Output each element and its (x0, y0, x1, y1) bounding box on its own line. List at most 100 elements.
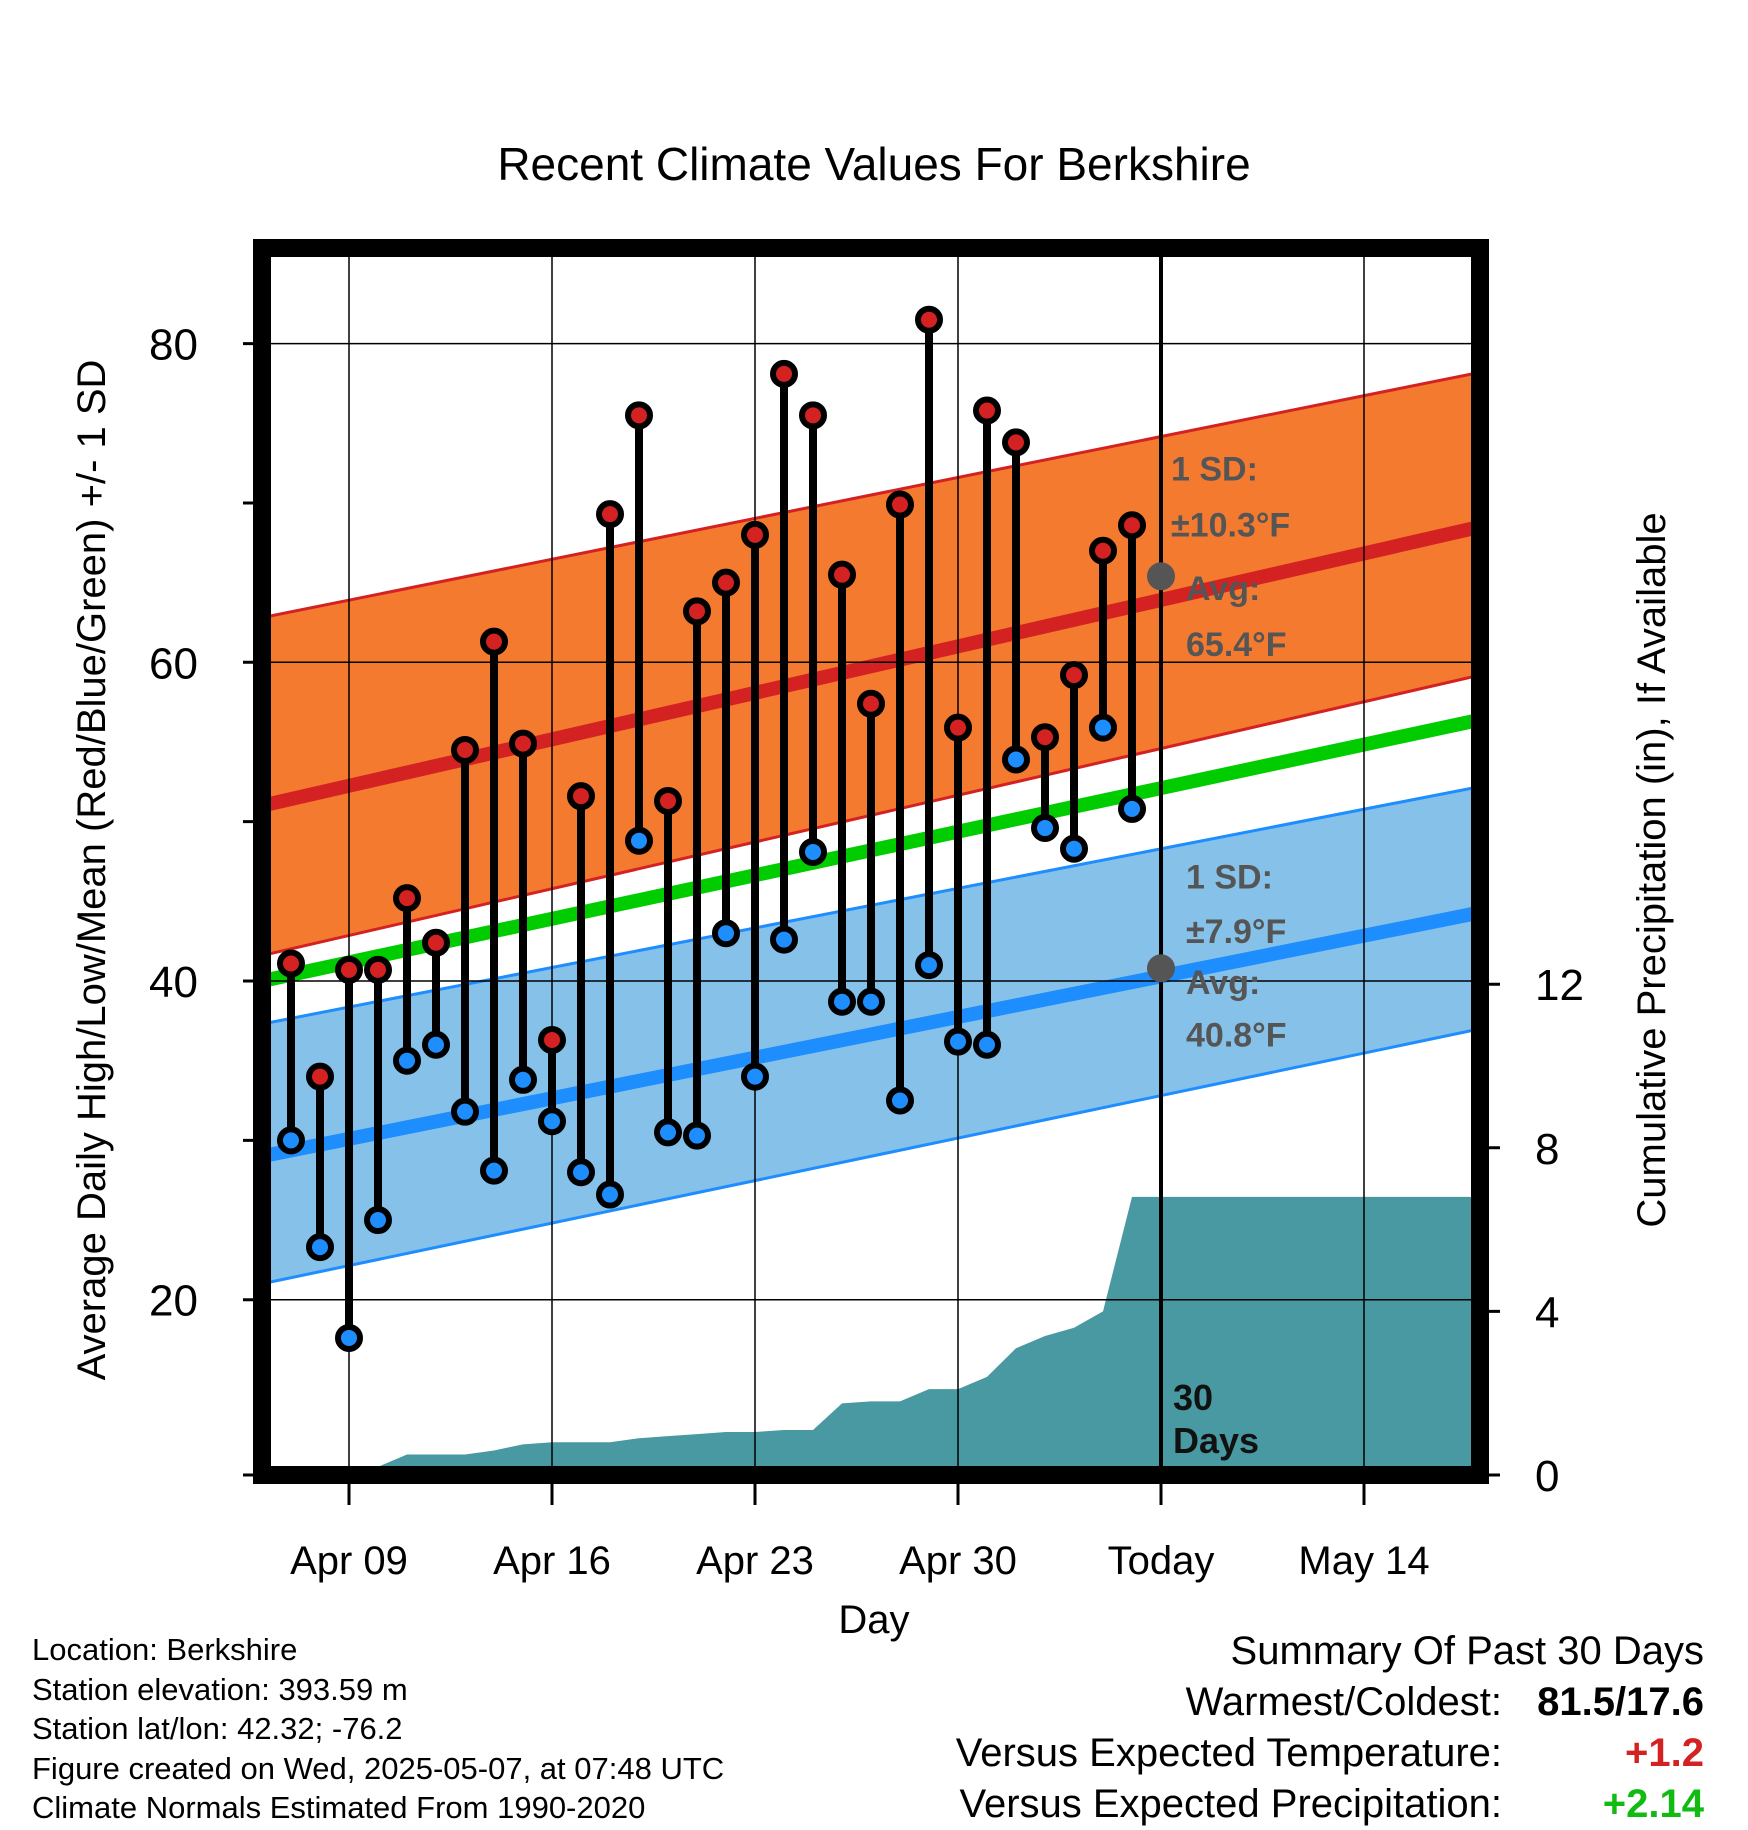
low-marker (364, 1206, 392, 1235)
high-marker (306, 1062, 334, 1091)
low-marker (1002, 745, 1030, 774)
normals-text: Climate Normals Estimated From 1990-2020 (32, 1790, 646, 1825)
high-marker (422, 928, 450, 957)
low-avg-point (1147, 954, 1175, 983)
high-marker (625, 401, 653, 430)
x-tick-label: Apr 16 (493, 1539, 611, 1583)
high-marker (886, 490, 914, 519)
high-marker (393, 884, 421, 913)
high-sd-label: 1 SD: (1171, 451, 1258, 489)
y-tick-label: 80 (149, 321, 198, 370)
high-marker (799, 401, 827, 430)
low-marker (683, 1121, 711, 1150)
low-marker (1118, 794, 1146, 823)
low-marker (596, 1180, 624, 1209)
precip-anomaly-value: +2.14 (1602, 1782, 1704, 1826)
high-marker (828, 560, 856, 589)
low-marker (567, 1158, 595, 1187)
low-marker (828, 987, 856, 1016)
high-marker (770, 359, 798, 388)
x-tick-label: May 14 (1298, 1539, 1429, 1583)
low-marker (915, 951, 943, 980)
low-marker (654, 1118, 682, 1147)
low-marker (1060, 834, 1088, 863)
high-marker (944, 713, 972, 742)
high-sd-band-upper-edge (262, 370, 1480, 620)
high-marker (451, 735, 479, 764)
x-tick-label: Apr 09 (290, 1539, 408, 1583)
warm-cold-label: Warmest/Coldest: (1185, 1680, 1502, 1724)
summary-precip-row: Versus Expected Precipitation: +2.14 (956, 1779, 1704, 1830)
plot-frame (253, 239, 1489, 1484)
low-marker (770, 925, 798, 954)
high-avg-label: Avg: (1186, 570, 1260, 608)
period-count-label: 30 (1173, 1377, 1213, 1418)
x-tick-label: Today (1108, 1539, 1215, 1583)
high-marker (509, 729, 537, 758)
plot-area: 1 SD: ±10.3°F Avg: 65.4°F 1 SD: ±7.9°F Avg: 40.… (149, 239, 1584, 1583)
latlon-text: Station lat/lon: 42.32; -76.2 (32, 1711, 403, 1746)
summary-heading: Summary Of Past 30 Days (1230, 1629, 1704, 1673)
y2-axis-label: Cumulative Precipitation (in), If Availa… (1630, 512, 1674, 1227)
high-sd-value: ±10.3°F (1171, 506, 1290, 544)
low-marker (886, 1086, 914, 1115)
low-marker (335, 1323, 363, 1352)
high-avg-value: 65.4°F (1186, 626, 1287, 664)
high-marker (1031, 723, 1059, 752)
created-text: Figure created on Wed, 2025-05-07, at 07… (32, 1750, 725, 1786)
low-marker (1031, 814, 1059, 843)
temp-anomaly-value: +1.2 (1625, 1731, 1704, 1775)
low-marker (509, 1065, 537, 1094)
high-marker (1089, 536, 1117, 565)
high-marker (335, 955, 363, 984)
plot-inner (262, 248, 1480, 1475)
high-marker (683, 597, 711, 626)
low-sd-band-lower-edge (262, 1027, 1480, 1286)
low-marker (712, 919, 740, 948)
x-tick-label: Apr 23 (696, 1539, 814, 1583)
high-marker (741, 520, 769, 549)
low-avg-value: 40.8°F (1186, 1016, 1287, 1054)
x-tick-label: Apr 30 (899, 1539, 1017, 1583)
high-marker (712, 568, 740, 597)
y2-tick-label: 0 (1535, 1452, 1559, 1501)
low-avg-label: Avg: (1186, 964, 1260, 1002)
low-marker (451, 1097, 479, 1126)
high-marker (364, 955, 392, 984)
high-marker (567, 782, 595, 811)
low-marker (422, 1030, 450, 1059)
low-marker (973, 1030, 1001, 1059)
chart-title: Recent Climate Values For Berkshire (497, 138, 1250, 190)
high-marker (973, 396, 1001, 425)
high-marker (1118, 511, 1146, 540)
y2-tick-label: 8 (1535, 1125, 1559, 1174)
high-marker (277, 949, 305, 978)
low-marker (741, 1062, 769, 1091)
high-marker (654, 786, 682, 815)
high-marker (1060, 661, 1088, 690)
temp-anomaly-label: Versus Expected Temperature: (955, 1731, 1502, 1775)
low-marker (625, 826, 653, 855)
elevation-text: Station elevation: 393.59 m (32, 1671, 408, 1707)
y-axis-label: Average Daily High/Low/Mean (Red/Blue/Gr… (70, 360, 114, 1381)
low-marker (1089, 713, 1117, 742)
period-unit-label: Days (1173, 1420, 1259, 1461)
y-tick-label: 20 (149, 1277, 198, 1326)
low-marker (944, 1027, 972, 1056)
low-marker (306, 1233, 334, 1262)
low-marker (277, 1126, 305, 1155)
high-marker (596, 500, 624, 529)
low-marker (538, 1107, 566, 1136)
location-text: Location: Berkshire (32, 1632, 298, 1667)
precip-anomaly-label: Versus Expected Precipitation: (959, 1782, 1502, 1826)
low-sd-label: 1 SD: (1186, 859, 1273, 897)
low-sd-value: ±7.9°F (1186, 913, 1286, 951)
low-marker (480, 1156, 508, 1185)
y2-tick-label: 12 (1535, 961, 1584, 1010)
low-marker (393, 1046, 421, 1075)
station-info: Location: Berkshire Station elevation: 3… (32, 1630, 724, 1828)
summary-warm-cold-row: Warmest/Coldest: 81.5/17.6 (956, 1677, 1704, 1728)
high-marker (538, 1025, 566, 1054)
x-axis-label: Day (838, 1598, 909, 1642)
